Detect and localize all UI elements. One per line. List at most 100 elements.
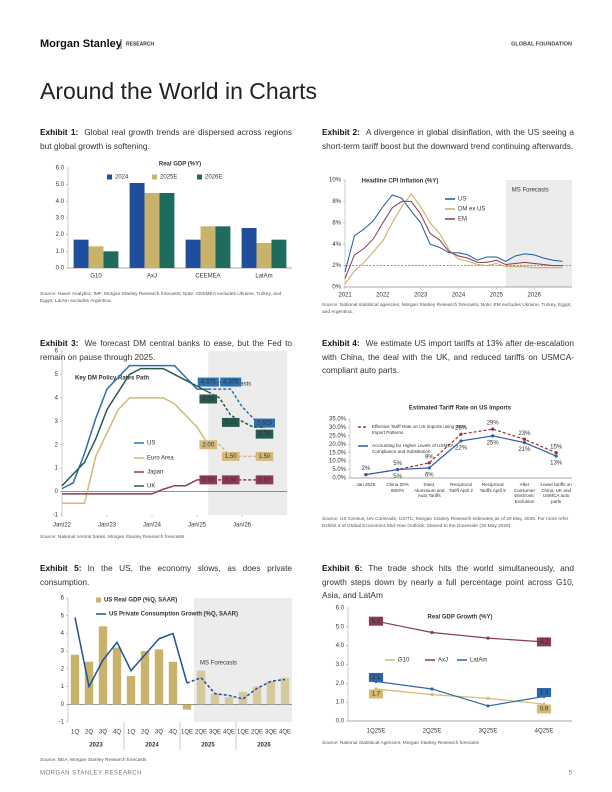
x-tick-label: 2025: [490, 293, 504, 299]
x-tick-label: 3QE: [209, 730, 221, 736]
x-tick-label: 3Q25E: [479, 729, 498, 735]
value-label-box: [199, 440, 218, 450]
legend-swatch: [197, 174, 202, 180]
legend-label: US: [458, 197, 466, 203]
legend-label: US Private Consumption Growth (%Q, SAAR): [109, 612, 238, 618]
bar: [140, 651, 150, 705]
exhibit-caption: Exhibit 1: Global real growth trends are …: [40, 126, 292, 153]
legend-label: US: [147, 441, 155, 447]
y-tick-label: 3.0: [336, 662, 345, 668]
bar: [73, 239, 89, 268]
bar: [266, 681, 276, 705]
y-tick-label: 35.0%: [329, 417, 347, 423]
value-label: 15%: [550, 444, 563, 450]
value-label-box: [536, 704, 552, 714]
caption-text: A divergence in global disinflation, wit…: [322, 127, 574, 151]
value-label: 9%: [425, 454, 434, 460]
y-tick-label: 5.0: [336, 624, 345, 630]
value-label: 2.75: [259, 432, 271, 438]
legend-label: UK: [147, 484, 155, 490]
line: [375, 620, 545, 643]
caption-text: The trade shock hits the world simultane…: [322, 563, 575, 600]
y-tick-label: 6%: [332, 220, 341, 226]
value-label: 1.50: [225, 454, 237, 460]
y-tick-label: 1.0: [56, 249, 65, 255]
page-title: Around the World in Charts: [40, 78, 317, 104]
x-tick-label: After Consumer Electronic Exclusion: [513, 482, 536, 504]
y-tick-label: 0: [61, 702, 65, 708]
value-label-box: [199, 475, 218, 485]
forecast-shade: [208, 351, 287, 515]
bar: [271, 239, 287, 268]
point: [522, 441, 527, 445]
x-tick-label: 1QE: [237, 730, 249, 736]
brand: Morgan Stanley: [40, 38, 123, 50]
bar: [200, 226, 216, 268]
caption-text: We estimate US import tariffs at 13% aft…: [322, 338, 574, 375]
x-tick-label: 2023: [414, 293, 428, 299]
value-label-box: [255, 475, 274, 485]
y-tick-label: 20.0%: [329, 442, 347, 448]
line: [62, 397, 209, 505]
legend-label: 2026E: [205, 175, 222, 181]
value-label: 1.3: [540, 690, 549, 696]
exhibit-label: Exhibit 6:: [322, 563, 363, 573]
x-tick-label: 1Q: [127, 730, 135, 736]
y-tick-label: 4.0: [336, 643, 345, 649]
exhibit-source: Source: National Statistical Agencies, M…: [322, 741, 480, 746]
bar: [103, 251, 119, 268]
x-tick-label: 4Q: [113, 730, 121, 736]
point: [486, 696, 490, 701]
y-tick-label: -1: [53, 513, 59, 519]
y-tick-label: 3.0: [56, 216, 65, 222]
year-label: 2026: [257, 743, 271, 749]
x-tick-label: 3QE: [265, 730, 277, 736]
bar: [159, 193, 175, 268]
x-tick-label: LatAm: [255, 274, 272, 280]
line: [375, 688, 545, 705]
legend-label: 2025E: [160, 175, 177, 181]
y-tick-label: 10%: [329, 178, 342, 184]
legend-label: LatAm: [470, 658, 487, 664]
point: [491, 427, 495, 431]
value-label-box: [255, 429, 274, 439]
y-tick-label: 1.0: [336, 700, 345, 706]
value-label: 2%: [362, 466, 371, 472]
bar: [224, 697, 234, 705]
x-tick-label: Jan/26: [233, 523, 252, 529]
value-label: 0.50: [202, 477, 214, 483]
value-label: 25%: [487, 440, 500, 446]
y-tick-label: 0.0: [336, 719, 345, 725]
exhibit-source: Source: National central banks, Morgan S…: [40, 535, 185, 540]
y-tick-label: 2%: [332, 263, 341, 269]
footer-text: MORGAN STANLEY RESEARCH: [40, 771, 142, 777]
line: [61, 364, 209, 490]
page-number: 5: [569, 771, 573, 777]
exhibit-source: Source: BEA, Morgan Stanley Research for…: [40, 758, 147, 763]
value-label: 21%: [518, 447, 531, 453]
line: [74, 617, 188, 689]
x-tick-label: 2QE: [251, 730, 263, 736]
point: [486, 636, 490, 640]
y-tick-label: 3: [61, 649, 65, 655]
x-tick-label: Jan/25: [188, 523, 207, 529]
legend-label: EM: [458, 217, 467, 223]
bar: [182, 704, 192, 710]
legend-label: US Real GDP (%Q, SAAR): [104, 598, 177, 604]
value-label-box: [254, 418, 275, 428]
point: [554, 451, 558, 455]
line: [186, 676, 286, 700]
year-label: 2024: [145, 743, 159, 749]
x-tick-label: Jan 2025: [356, 482, 376, 487]
bar: [215, 226, 231, 268]
y-tick-label: 4.0: [56, 199, 65, 205]
point: [491, 434, 495, 438]
chart-title: Real GDP (%Y): [159, 162, 201, 168]
value-label-box: [368, 672, 384, 682]
legend-label: Accounting for Higher Levels of USMCA Co…: [372, 443, 454, 454]
y-tick-label: 0%: [332, 285, 341, 291]
series-name: GLOBAL FOUNDATION: [511, 41, 572, 47]
x-tick-label: Steel, Aluminium and Auto Tariffs: [414, 482, 445, 499]
value-label: 0.9: [540, 707, 549, 713]
chart-title: Key DM Policy Rates Path: [75, 376, 149, 382]
